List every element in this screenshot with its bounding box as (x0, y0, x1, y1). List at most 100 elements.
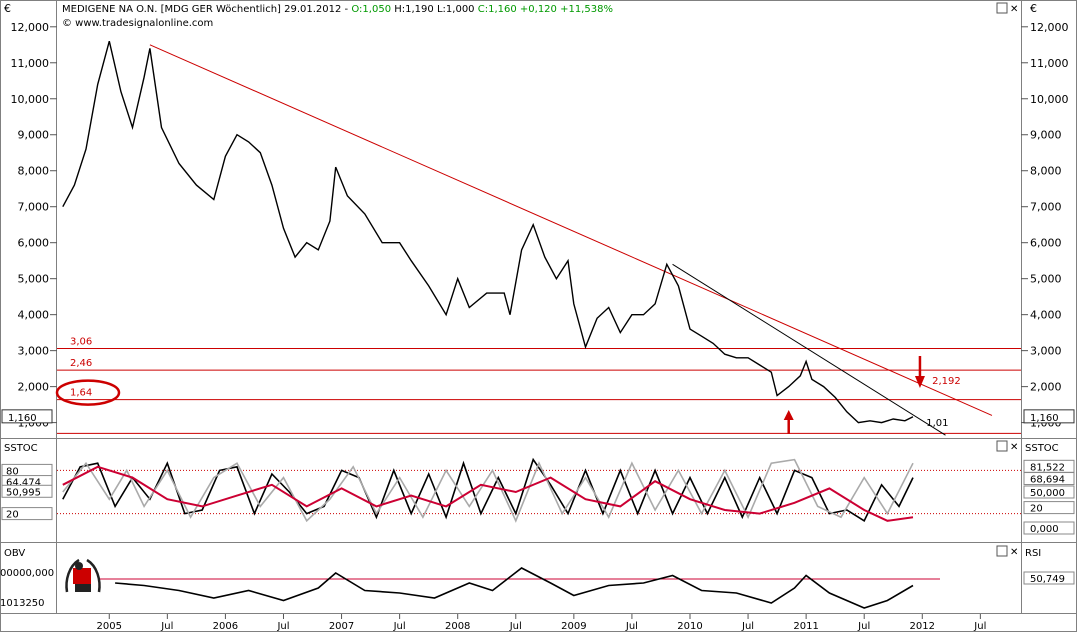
last-price-label-right: 1,160 (1023, 409, 1075, 424)
x-tick-label: 2009 (561, 621, 586, 632)
maximize-sstoc-button[interactable] (996, 440, 1008, 452)
support-level-label: 2,46 (70, 358, 92, 369)
y-tick-label-left: 10,000 (11, 93, 50, 106)
chart-header: MEDIGENE NA O.N. [MDG GER Wöchentlich] 2… (62, 4, 613, 15)
x-axis: 2005 Jul 2006 Jul 2007 Jul 2008 Jul 2009 Jul 2010 J… (97, 614, 986, 632)
x-tick-label: 2010 (677, 621, 702, 632)
x-tick-label: 2012 (910, 621, 935, 632)
x-tick-label: 2007 (329, 621, 354, 632)
x-tick-label: Jul (160, 621, 173, 632)
support-level-label: 3,06 (70, 336, 92, 347)
sstoc-right-value: 20 (1030, 504, 1043, 515)
y-tick-label-right: 11,000 (1030, 57, 1069, 70)
close-panel-button[interactable]: ✕ (1010, 4, 1018, 15)
y-tick-label-right: 4,000 (1030, 309, 1062, 322)
last-price-text: 1,160 (8, 413, 37, 424)
logo-icon (65, 558, 101, 593)
x-tick-label: Jul (625, 621, 638, 632)
sstoc-right-value: 68,694 (1030, 475, 1065, 486)
last-price-text: 1,160 (1030, 413, 1059, 424)
sstoc-title-left: SSTOC (4, 443, 38, 454)
x-tick-label: Jul (509, 621, 522, 632)
up-arrow-icon (783, 410, 794, 420)
y-tick-label-right: 9,000 (1030, 129, 1062, 142)
obv-title: OBV (4, 548, 25, 559)
price-panel-controls: ✕ (996, 2, 1018, 15)
y-tick-label-left: 4,000 (18, 309, 50, 322)
sstoc-left-value: 80 (6, 466, 19, 477)
sstoc-title-right: SSTOC (1025, 443, 1059, 454)
sstoc-left-value-box (1, 484, 53, 498)
down-arrow-icon (914, 376, 925, 388)
sstoc-left-value: 50,995 (6, 487, 41, 498)
y-tick-label-left: 6,000 (18, 237, 50, 250)
price-series-line (62, 41, 914, 424)
x-tick-label: Jul (276, 621, 289, 632)
y-tick-label-right: 10,000 (1030, 93, 1069, 106)
y-tick-label-left: 3,000 (18, 345, 50, 358)
obv-panel-controls: ✕ (996, 545, 1018, 558)
obv-left-value: 00000,000 (0, 568, 54, 579)
price-annotation: 1,01 (926, 418, 948, 429)
x-tick-label: 2011 (793, 621, 818, 632)
last-price-label-left: 1,160 (1, 409, 53, 424)
x-tick-label: Jul (741, 621, 754, 632)
y-tick-label-left: 9,000 (18, 129, 50, 142)
support-level-label: 1,64 (70, 388, 92, 399)
sstoc-right-value-box (1023, 472, 1075, 486)
y-tick-label-left: 2,000 (18, 381, 50, 394)
y-tick-label-left: 12,000 (11, 21, 50, 34)
y-tick-label-left: 11,000 (11, 57, 50, 70)
y-tick-label-right: 3,000 (1030, 345, 1062, 358)
sstoc-left-value: 20 (6, 510, 19, 521)
obv-left-value: 1013250 (0, 598, 45, 609)
y-tick-label-right: 8,000 (1030, 165, 1062, 178)
obv-panel: 00000,000 1013250 50,749 (0, 567, 1075, 609)
sstoc-right-value-box (1023, 485, 1075, 499)
y-tick-label-left: 5,000 (18, 273, 50, 286)
currency-label-right: € (1030, 2, 1037, 15)
close-obv-button[interactable]: ✕ (1010, 547, 1018, 558)
x-tick-label: Jul (857, 621, 870, 632)
sstoc-left-value-box (1, 507, 53, 521)
y-tick-label-right: 5,000 (1030, 273, 1062, 286)
sstoc-right-value: 81,522 (1030, 462, 1065, 473)
obv-series-line (115, 567, 914, 609)
x-tick-label: Jul (973, 621, 986, 632)
x-tick-label: 2008 (445, 621, 470, 632)
x-tick-label: 2005 (97, 621, 122, 632)
y-tick-label-left: 7,000 (18, 201, 50, 214)
sstoc-series-line (62, 458, 914, 523)
price-annotation: 2,192 (932, 376, 961, 387)
sstoc-left-value: 64,474 (6, 478, 41, 489)
y-tick-label-right: 7,000 (1030, 201, 1062, 214)
y-tick-label-right: 12,000 (1030, 21, 1069, 34)
last-price-box (1023, 409, 1075, 424)
rsi-title: RSI (1025, 548, 1041, 559)
x-tick-label: 2006 (213, 621, 238, 632)
maximize-obv-button[interactable] (996, 545, 1008, 557)
copyright-label: © www.tradesignalonline.com (62, 18, 213, 29)
sstoc-right-value: 50,000 (1030, 488, 1065, 499)
sstoc-panel-controls: ✕ (996, 440, 1018, 453)
rsi-value: 50,749 (1030, 574, 1065, 585)
currency-label: € (4, 2, 11, 15)
x-tick-label: Jul (393, 621, 406, 632)
highlight-ellipse (55, 379, 121, 406)
close-sstoc-button[interactable]: ✕ (1010, 442, 1018, 453)
sstoc-right-value-box (1023, 501, 1075, 515)
sstoc-right-value-box (1023, 521, 1075, 535)
trendline (672, 263, 946, 436)
trendline (149, 44, 993, 416)
price-panel: 1,0001,0002,0002,0003,0003,0004,0004,000… (1, 21, 1075, 436)
y-tick-label-right: 2,000 (1030, 381, 1062, 394)
sstoc-series-line (62, 465, 914, 522)
y-tick-label-right: 6,000 (1030, 237, 1062, 250)
sstoc-right-value: 0,000 (1030, 524, 1059, 535)
y-tick-label-left: 8,000 (18, 165, 50, 178)
last-price-box (1, 409, 53, 424)
maximize-panel-button[interactable] (996, 2, 1008, 14)
